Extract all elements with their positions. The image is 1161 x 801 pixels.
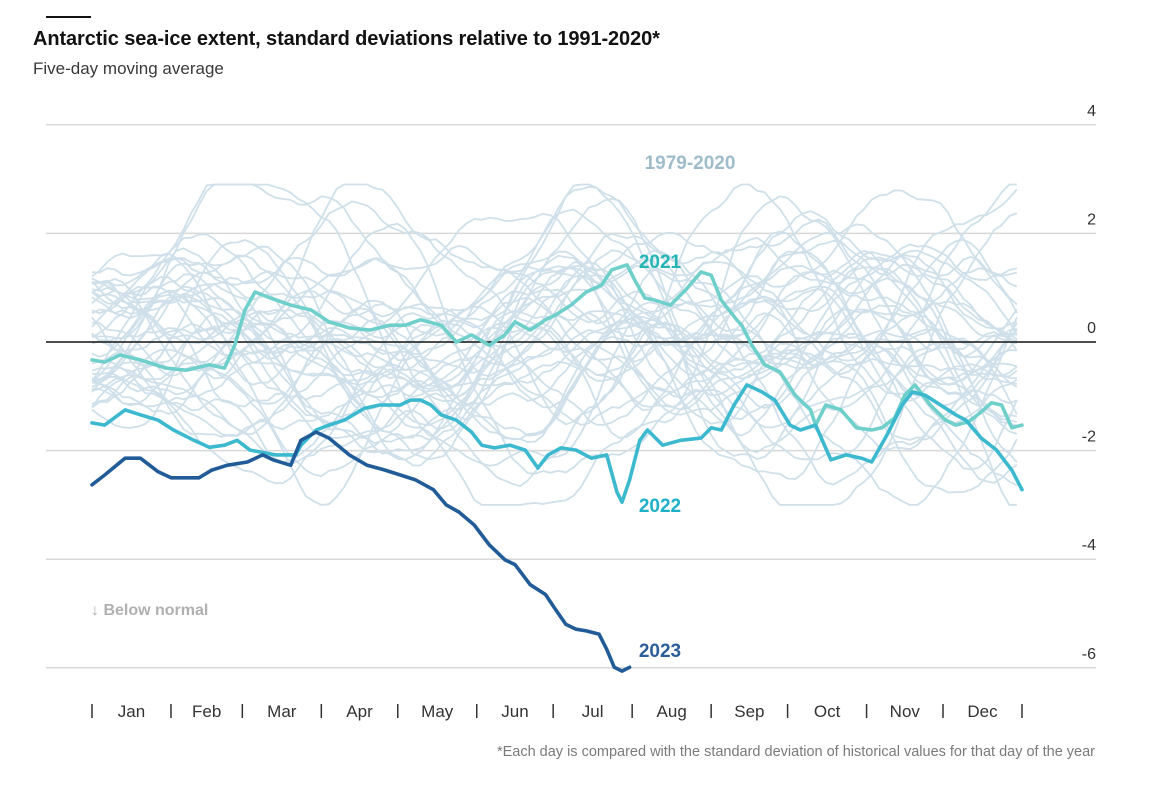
x-tick-label: Feb: [192, 702, 221, 721]
chart-subtitle: Five-day moving average: [33, 59, 224, 78]
historical-year-line: [91, 223, 1018, 463]
historical-year-line: [91, 212, 1018, 506]
x-tick-label: Oct: [814, 702, 841, 721]
x-tick-label: Nov: [890, 702, 921, 721]
historical-year-line: [91, 195, 1018, 475]
historical-year-line: [91, 197, 1018, 494]
historical-series-1979-2020: [91, 183, 1018, 506]
x-tick-label: May: [421, 702, 454, 721]
x-tick-label: Jun: [501, 702, 528, 721]
series-line-2023: [90, 430, 632, 673]
historical-year-line: [91, 183, 1018, 467]
y-tick-label: 0: [1087, 320, 1096, 337]
label-2022: 2022: [639, 496, 681, 517]
label-1979-2020: 1979-2020: [645, 153, 736, 174]
x-tick-label: Jul: [582, 702, 604, 721]
historical-year-line: [91, 212, 1018, 441]
highlighted-series: [90, 263, 1024, 673]
x-tick-label: Sep: [734, 702, 764, 721]
y-tick-label: -4: [1082, 537, 1096, 554]
chart-title: Antarctic sea-ice extent, standard devia…: [33, 28, 660, 50]
historical-year-line: [91, 183, 1018, 461]
y-tick-label: 4: [1087, 103, 1096, 120]
historical-year-line: [91, 249, 1018, 478]
label-2023: 2023: [639, 641, 681, 662]
historical-year-line: [91, 245, 1018, 506]
historical-year-line: [91, 250, 1018, 416]
historical-year-line: [91, 238, 1018, 485]
y-tick-label: 2: [1087, 211, 1096, 228]
x-tick-label: Dec: [967, 702, 998, 721]
historical-year-line: [91, 250, 1018, 455]
footnote: *Each day is compared with the standard …: [496, 744, 1095, 760]
historical-year-line: [91, 210, 1018, 488]
x-axis: Jan Feb Mar Apr May Jun Jul Aug Sep Oct Nov Dec: [91, 702, 1023, 721]
historical-year-line: [91, 251, 1018, 386]
below-normal-annotation: ↓ Below normal: [91, 602, 208, 619]
series-line-2022: [90, 383, 1024, 505]
y-tick-label: -6: [1082, 646, 1096, 663]
historical-year-line: [91, 283, 1018, 461]
y-tick-label: -2: [1082, 429, 1096, 446]
x-tick-label: Apr: [346, 702, 373, 721]
historical-year-line: [91, 257, 1018, 506]
historical-year-line: [91, 231, 1018, 437]
historical-year-line: [91, 249, 1017, 506]
historical-year-line: [91, 254, 1018, 438]
x-tick-label: Jan: [118, 702, 145, 721]
label-2021: 2021: [639, 252, 682, 273]
x-tick-label: Aug: [657, 702, 687, 721]
historical-year-line: [91, 278, 1017, 464]
gridlines: [46, 124, 1096, 669]
historical-year-line: [91, 265, 1018, 461]
y-axis: 4 2 0 -2 -4 -6: [1082, 103, 1096, 663]
header-rule: [46, 16, 91, 18]
x-tick-label: Mar: [267, 702, 297, 721]
